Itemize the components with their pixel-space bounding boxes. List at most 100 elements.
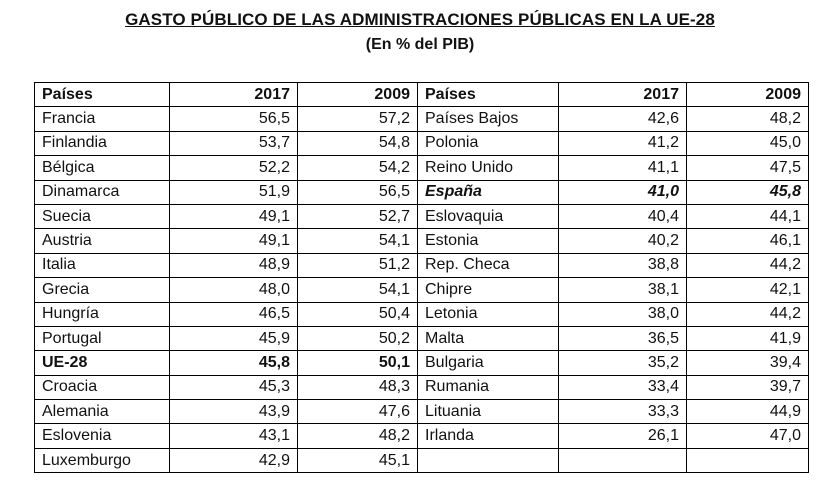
country-cell: Letonia bbox=[417, 301, 559, 327]
value-2009-cell: 44,9 bbox=[686, 399, 809, 425]
value-2017-cell: 49,1 bbox=[169, 228, 298, 254]
table-row: Finlandia 53,7 54,8 Polonia 41,2 45,0 bbox=[34, 130, 809, 157]
header-country-right: Países bbox=[417, 81, 559, 108]
value-2009-cell-highlighted: 45,8 bbox=[686, 179, 809, 205]
country-cell: Suecia bbox=[34, 203, 170, 230]
value-2017-cell: 40,4 bbox=[558, 203, 687, 230]
country-cell: Chipre bbox=[417, 277, 559, 303]
table-row: Croacia 45,3 48,3 Rumania 33,4 39,7 bbox=[34, 374, 809, 401]
header-2009-left: 2009 bbox=[297, 81, 418, 108]
value-2017-cell: 43,9 bbox=[169, 399, 298, 425]
table-row: Grecia 48,0 54,1 Chipre 38,1 42,1 bbox=[34, 277, 809, 303]
value-2009-cell: 39,7 bbox=[686, 374, 809, 401]
country-cell: Irlanda bbox=[417, 423, 559, 449]
value-2017-cell: 46,5 bbox=[169, 301, 298, 327]
value-2009-cell: 54,1 bbox=[297, 228, 418, 254]
table-row: Suecia 49,1 52,7 Eslovaquia 40,4 44,1 bbox=[34, 203, 809, 230]
value-2017-cell: 38,8 bbox=[558, 252, 687, 279]
public-spending-table: Países 2017 2009 Países 2017 2009 Franci… bbox=[34, 81, 809, 474]
value-2009-cell: 50,4 bbox=[297, 301, 418, 327]
value-2017-cell: 40,2 bbox=[558, 228, 687, 254]
value-2017-cell: 35,2 bbox=[558, 350, 687, 376]
country-cell: Francia bbox=[34, 106, 170, 132]
value-2009-cell: 41,9 bbox=[686, 325, 809, 352]
value-2009-cell: 48,3 bbox=[297, 374, 418, 401]
country-cell: Grecia bbox=[34, 277, 170, 303]
value-2017-cell-highlighted: 41,0 bbox=[558, 179, 687, 205]
value-2009-cell: 57,2 bbox=[297, 106, 418, 132]
value-2009-cell: 48,2 bbox=[686, 106, 809, 132]
country-cell: Italia bbox=[34, 252, 170, 279]
value-2017-cell: 53,7 bbox=[169, 130, 298, 157]
table-header-row: Países 2017 2009 Países 2017 2009 bbox=[34, 81, 809, 108]
value-2009-cell: 47,5 bbox=[686, 155, 809, 181]
table-row: Bélgica 52,2 54,2 Reino Unido 41,1 47,5 bbox=[34, 155, 809, 181]
value-2009-cell: 42,1 bbox=[686, 277, 809, 303]
value-2009-cell: 56,5 bbox=[297, 179, 418, 205]
value-2009-cell: 54,1 bbox=[297, 277, 418, 303]
country-cell: Alemania bbox=[34, 399, 170, 425]
value-2009-cell: 54,8 bbox=[297, 130, 418, 157]
value-2017-cell: 56,5 bbox=[169, 106, 298, 132]
country-cell: Malta bbox=[417, 325, 559, 352]
value-2009-cell: 46,1 bbox=[686, 228, 809, 254]
page-title: GASTO PÚBLICO DE LAS ADMINISTRACIONES PÚ… bbox=[125, 10, 715, 29]
value-2009-cell: 52,7 bbox=[297, 203, 418, 230]
table-row: Hungría 46,5 50,4 Letonia 38,0 44,2 bbox=[34, 301, 809, 327]
country-cell: Reino Unido bbox=[417, 155, 559, 181]
table-row: Dinamarca 51,9 56,5 España 41,0 45,8 bbox=[34, 179, 809, 205]
country-cell: Finlandia bbox=[34, 130, 170, 157]
value-2009-cell: 45,1 bbox=[297, 447, 418, 474]
country-cell: Bulgaria bbox=[417, 350, 559, 376]
value-2017-cell: 33,3 bbox=[558, 399, 687, 425]
table-row: UE-28 45,8 50,1 Bulgaria 35,2 39,4 bbox=[34, 350, 809, 376]
value-2017-cell: 41,2 bbox=[558, 130, 687, 157]
value-2009-cell: 48,2 bbox=[297, 423, 418, 449]
value-2017-cell: 52,2 bbox=[169, 155, 298, 181]
value-2017-cell-eu-average: 45,8 bbox=[169, 350, 298, 376]
value-2009-cell: 44,2 bbox=[686, 252, 809, 279]
table-row: Italia 48,9 51,2 Rep. Checa 38,8 44,2 bbox=[34, 252, 809, 279]
country-cell: Rumania bbox=[417, 374, 559, 401]
value-2009-cell: 50,2 bbox=[297, 325, 418, 352]
country-cell: Estonia bbox=[417, 228, 559, 254]
country-cell: Lituania bbox=[417, 399, 559, 425]
page-subtitle: (En % del PIB) bbox=[365, 36, 475, 53]
header-2017-right: 2017 bbox=[558, 81, 687, 108]
country-cell: Portugal bbox=[34, 325, 170, 352]
header-country-left: Países bbox=[34, 81, 170, 108]
country-cell: Luxemburgo bbox=[34, 447, 170, 474]
value-2017-cell: 36,5 bbox=[558, 325, 687, 352]
value-2017-cell: 42,9 bbox=[169, 447, 298, 474]
value-2017-cell: 26,1 bbox=[558, 423, 687, 449]
value-2017-cell: 43,1 bbox=[169, 423, 298, 449]
country-cell-eu-average: UE-28 bbox=[34, 350, 170, 376]
country-cell: Croacia bbox=[34, 374, 170, 401]
value-2017-cell: 38,0 bbox=[558, 301, 687, 327]
value-2009-cell: 39,4 bbox=[686, 350, 809, 376]
empty-cell bbox=[558, 447, 687, 474]
value-2017-cell: 41,1 bbox=[558, 155, 687, 181]
value-2017-cell: 51,9 bbox=[169, 179, 298, 205]
header-2009-right: 2009 bbox=[686, 81, 809, 108]
value-2017-cell: 49,1 bbox=[169, 203, 298, 230]
country-cell: Eslovenia bbox=[34, 423, 170, 449]
country-cell: Dinamarca bbox=[34, 179, 170, 205]
value-2009-cell: 47,0 bbox=[686, 423, 809, 449]
value-2017-cell: 45,3 bbox=[169, 374, 298, 401]
value-2009-cell: 54,2 bbox=[297, 155, 418, 181]
country-cell-highlighted: España bbox=[417, 179, 559, 205]
table-row: Portugal 45,9 50,2 Malta 36,5 41,9 bbox=[34, 325, 809, 352]
country-cell: Países Bajos bbox=[417, 106, 559, 132]
empty-cell bbox=[417, 447, 559, 474]
value-2017-cell: 48,0 bbox=[169, 277, 298, 303]
table-row: Francia 56,5 57,2 Países Bajos 42,6 48,2 bbox=[34, 106, 809, 132]
country-cell: Austria bbox=[34, 228, 170, 254]
header-2017-left: 2017 bbox=[169, 81, 298, 108]
country-cell: Hungría bbox=[34, 301, 170, 327]
table-row: Luxemburgo 42,9 45,1 bbox=[34, 447, 809, 474]
value-2009-cell-eu-average: 50,1 bbox=[297, 350, 418, 376]
value-2017-cell: 48,9 bbox=[169, 252, 298, 279]
empty-cell bbox=[686, 447, 809, 474]
value-2017-cell: 42,6 bbox=[558, 106, 687, 132]
